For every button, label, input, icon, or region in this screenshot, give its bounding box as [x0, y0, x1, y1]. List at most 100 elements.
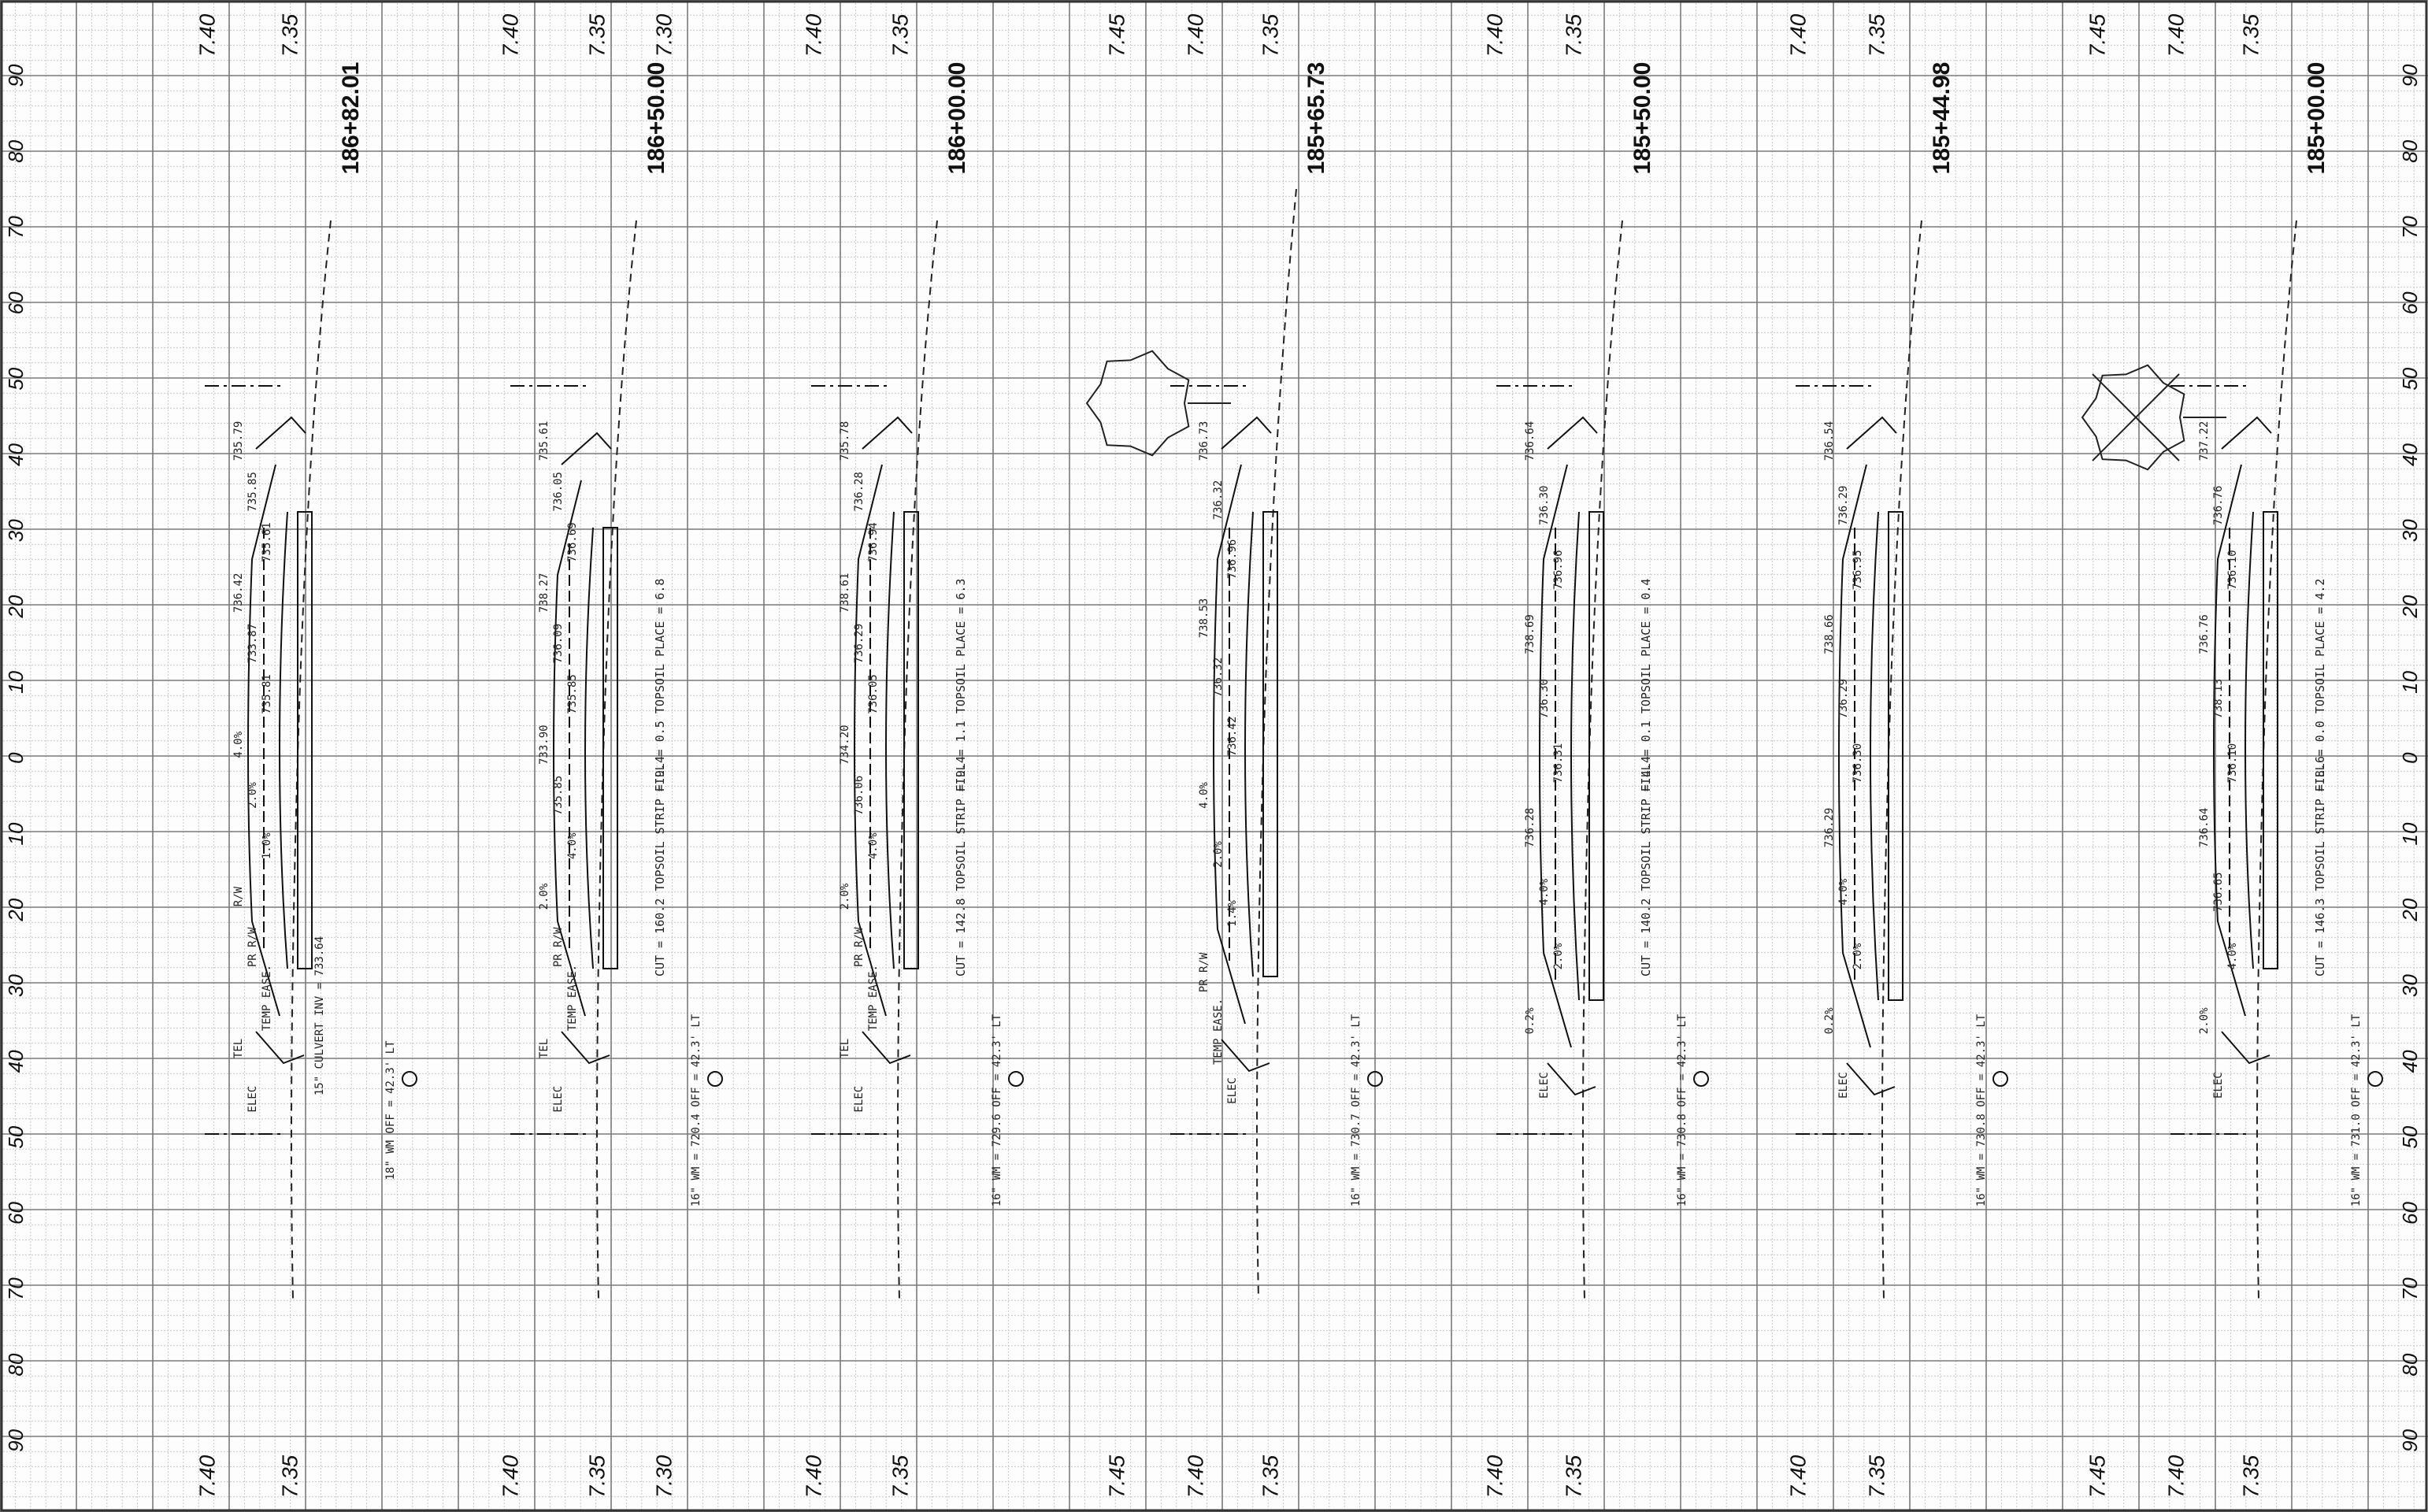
slope-left — [1221, 416, 1272, 450]
section-callout: 4.0% — [1837, 878, 1850, 905]
offset-label-right: 10 — [2398, 822, 2422, 845]
curb-and-walk — [903, 511, 919, 969]
pavement-surface — [1213, 464, 1246, 1025]
elevation-label-bottom: 7.35 — [2238, 1455, 2263, 1498]
offset-label-left: 90 — [4, 64, 28, 87]
section-callout: 736.30 — [1538, 486, 1551, 526]
section-callout: 735.85 — [247, 472, 259, 512]
section-callout: 2.0% — [1212, 841, 1225, 868]
elevation-label-top: 7.35 — [277, 13, 302, 57]
section-callout: ELEC — [853, 1086, 866, 1113]
offset-label-right: 90 — [2398, 64, 2422, 87]
slope-right — [2221, 1031, 2270, 1065]
section-callout: 736.28 — [853, 472, 866, 512]
elevation-label-bottom: 7.35 — [277, 1455, 302, 1498]
section-callout: 2.0% — [247, 782, 259, 809]
section-callout: 736.30 — [1852, 743, 1864, 784]
section-callout: 4.0% — [2226, 943, 2239, 969]
offset-label-right: 40 — [2398, 443, 2422, 466]
cut-note: CUT = 140.2 TOPSOIL STRIP = 4.4 — [1639, 756, 1653, 976]
section-callout: 737.22 — [2198, 421, 2211, 461]
section-callout: 735.61 — [261, 522, 273, 562]
section-callout: TEMP EASE. — [566, 965, 579, 1031]
section-callout: 0.2% — [1524, 1007, 1536, 1034]
elevation-label-top: 7.35 — [2238, 13, 2263, 57]
water-main-note: 16" WM = 720.4 OFF = 42.3' LT — [690, 1014, 702, 1206]
section-callout: R/W — [232, 886, 245, 906]
section-callout: 736.09 — [552, 624, 565, 664]
water-main-note: 16" WM = 730.8 OFF = 42.3' LT — [1676, 1014, 1688, 1206]
offset-label-right: 0 — [2398, 752, 2422, 764]
section-callout: 736.73 — [1198, 421, 1210, 461]
section-callout: 736.05 — [867, 674, 880, 714]
elevation-label-bottom: 7.35 — [1258, 1455, 1282, 1498]
section-callout: ELEC — [1837, 1072, 1850, 1099]
section-callout: 2.0% — [1552, 943, 1565, 969]
offset-label-left: 40 — [4, 443, 28, 466]
cut-note: CUT = 142.8 TOPSOIL STRIP = 9.4 — [954, 756, 968, 976]
elevation-label-bottom: 7.40 — [1183, 1455, 1207, 1498]
elevation-label-top: 7.35 — [584, 13, 609, 57]
tree-remove-mark — [2092, 373, 2180, 461]
proposed-pavement — [2213, 416, 2278, 1065]
section-callout: 736.32 — [1212, 658, 1225, 698]
fill-note: FILL = 0.1 TOPSOIL PLACE = 0.4 — [1639, 579, 1653, 792]
offset-label-right: 40 — [2398, 1050, 2422, 1073]
section-callout: 736.64 — [1524, 421, 1536, 461]
section-callout: 736.64 — [2198, 808, 2211, 848]
section-callout: 4.0% — [1198, 782, 1210, 809]
slope-right — [1846, 1062, 1896, 1096]
section-callout: 1.0% — [261, 832, 273, 859]
section-callout: 736.65 — [2212, 872, 2225, 912]
section-callout: 736.05 — [552, 472, 565, 512]
proposed-pavement — [1838, 416, 1903, 1096]
section-callout: 736.96 — [1226, 539, 1239, 580]
offset-label-left: 40 — [4, 1050, 28, 1073]
offset-label-right: 50 — [2398, 1125, 2422, 1148]
slope-left — [2221, 416, 2272, 450]
section-callout: 736.29 — [1837, 679, 1850, 719]
slope-right — [1547, 1062, 1596, 1096]
elevation-label-bottom: 7.40 — [2163, 1455, 2188, 1498]
elevation-label-bottom: 7.35 — [584, 1455, 609, 1498]
section-callout: 1.4% — [1226, 900, 1239, 927]
proposed-pavement — [1213, 416, 1278, 1073]
proposed-pavement — [1539, 416, 1604, 1096]
slope-left — [255, 416, 306, 450]
section-callout: 4.0% — [232, 731, 245, 758]
water-main-symbol — [402, 1071, 417, 1087]
section-callout: 738.69 — [1524, 614, 1536, 654]
section-callout: 736.69 — [566, 522, 579, 562]
offset-label-left: 20 — [4, 898, 28, 921]
pavement-subbase — [1244, 511, 1254, 977]
pavement-subbase — [2245, 511, 2254, 969]
water-main-note: 16" WM = 731.0 OFF = 42.3' LT — [2350, 1014, 2363, 1206]
slope-right — [255, 1031, 305, 1065]
offset-label-right: 90 — [2398, 1429, 2422, 1451]
section-callout: 736.76 — [2198, 614, 2211, 654]
offset-label-left: 30 — [4, 974, 28, 997]
elevation-label-top: 7.45 — [1104, 13, 1129, 57]
section-callout: 2.0% — [1852, 943, 1864, 969]
pavement-subbase — [885, 511, 895, 969]
section-callout: 736.29 — [853, 624, 866, 664]
elevation-label-top: 7.40 — [2163, 13, 2188, 57]
elevation-label-bottom: 7.40 — [195, 1455, 219, 1498]
tree-canopy — [2081, 364, 2185, 471]
section-callout: 735.81 — [261, 674, 273, 714]
pavement-surface — [1539, 464, 1572, 1048]
section-callout: 736.96 — [1552, 550, 1565, 590]
section-callout: 736.29 — [1823, 808, 1836, 848]
cross-section-1: 186+82.017.40 7.357.40 7.35735.79735.85735… — [195, 13, 417, 1498]
offset-label-right: 60 — [2398, 1202, 2422, 1225]
section-callout: 2.0% — [2198, 1007, 2211, 1034]
section-callout: 738.66 — [1823, 614, 1836, 654]
section-callout: 738.61 — [839, 573, 851, 613]
offset-label-left: 60 — [4, 1202, 28, 1225]
cross-section-7: 185+00.00 7.45 7.40 7.35 7.45 7.40 7.35 737.22 7… — [2085, 13, 2383, 1498]
section-callout: PR R/W — [247, 927, 259, 967]
elevation-label-top: 7.35 — [1561, 13, 1585, 57]
offset-label-right: 70 — [2398, 216, 2422, 239]
